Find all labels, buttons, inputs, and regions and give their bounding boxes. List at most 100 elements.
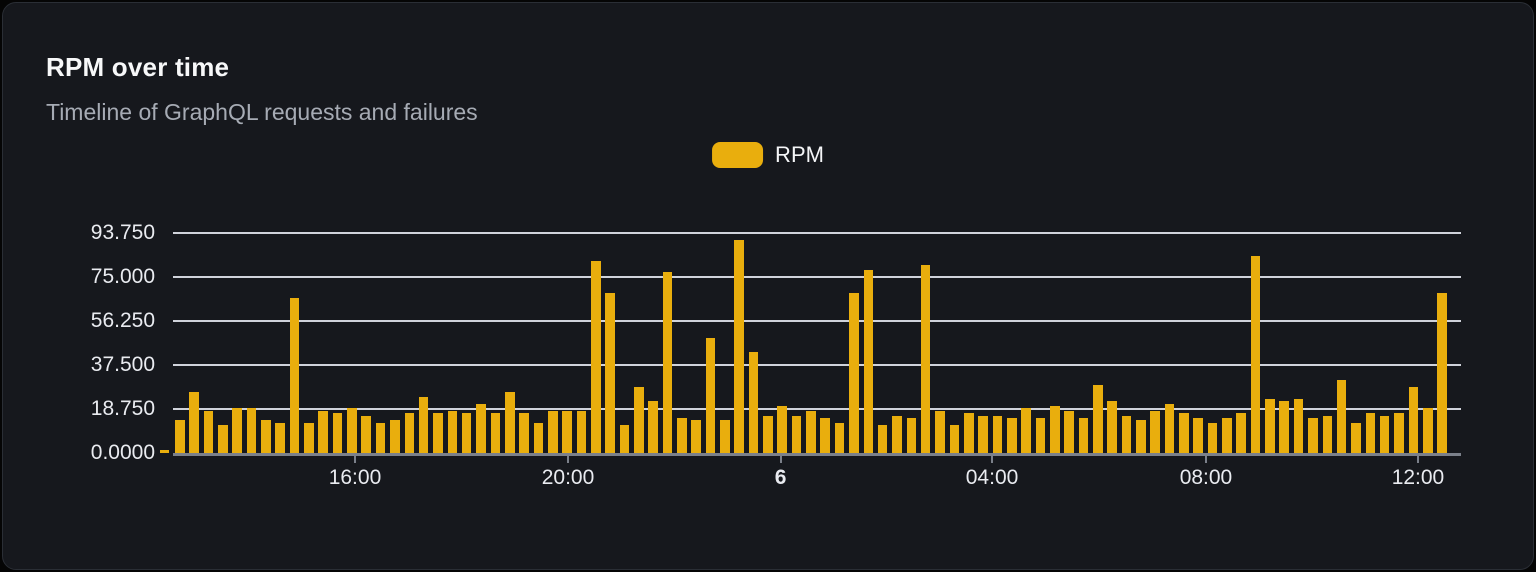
bar <box>1422 408 1433 453</box>
bar <box>1336 380 1347 453</box>
bar <box>547 410 558 453</box>
bar <box>519 413 529 453</box>
bar <box>533 422 544 453</box>
gridline <box>173 320 1461 322</box>
bar <box>834 422 845 453</box>
rpm-bar-chart: 0.0000 18.750 37.500 56.250 75.000 93.750 16:0… <box>3 3 1533 569</box>
bar <box>1150 410 1160 453</box>
bar <box>175 420 185 453</box>
bar <box>963 413 974 453</box>
x-axis-tick-label: 08:00 <box>1179 466 1233 489</box>
chart-title: RPM over time <box>46 52 230 82</box>
bar <box>1408 387 1419 453</box>
bar <box>949 424 960 453</box>
bar <box>590 260 601 453</box>
bar <box>289 298 300 453</box>
bar <box>705 338 716 453</box>
gridline <box>173 276 1461 278</box>
x-axis-tick <box>1204 455 1207 463</box>
bar <box>318 410 329 453</box>
bar-series-rpm <box>175 233 1448 453</box>
bar <box>576 410 587 453</box>
legend-label-rpm[interactable]: RPM <box>775 142 824 167</box>
bar <box>1136 420 1146 453</box>
x-axis-tick <box>1416 455 1419 463</box>
bar <box>978 415 988 453</box>
y-axis-tick-label: 56.250 <box>90 309 155 332</box>
bar <box>390 420 400 453</box>
x-axis-tick-label: 6 <box>774 466 787 489</box>
bar <box>1351 422 1361 453</box>
bar <box>1437 293 1447 453</box>
bar <box>275 422 285 453</box>
bar <box>720 420 730 453</box>
bar <box>662 272 673 453</box>
bar <box>1035 417 1046 453</box>
bar <box>1250 255 1261 453</box>
x-axis-tick <box>779 455 782 463</box>
bar <box>1322 415 1333 453</box>
bar <box>562 410 572 453</box>
y-axis-tick-label: 93.750 <box>90 221 155 244</box>
bar <box>433 413 443 453</box>
legend-swatch-rpm[interactable] <box>712 142 764 168</box>
bar <box>1179 413 1189 453</box>
bar <box>906 417 917 453</box>
bar <box>189 392 199 453</box>
bar <box>418 396 429 453</box>
gridline <box>173 408 1461 410</box>
y-axis-tick-label: 75.000 <box>90 265 155 288</box>
bar <box>1164 403 1175 453</box>
gridline <box>173 364 1461 366</box>
bar <box>1107 401 1117 453</box>
bar <box>1049 406 1060 453</box>
bar <box>1293 399 1304 453</box>
bar <box>619 424 630 453</box>
bar <box>1308 417 1318 453</box>
x-axis-tick-label: 04:00 <box>965 466 1019 489</box>
gridline <box>173 232 1461 234</box>
bar <box>375 422 386 453</box>
bar <box>404 413 415 453</box>
bar <box>1265 399 1275 453</box>
bar <box>1222 417 1232 453</box>
bar <box>1064 410 1074 453</box>
x-axis-line <box>173 453 1461 456</box>
bar <box>877 424 888 453</box>
bar <box>232 408 242 453</box>
bar <box>461 413 472 453</box>
bar <box>476 403 486 453</box>
bar <box>1193 417 1203 453</box>
bar <box>347 408 357 453</box>
bar <box>1279 401 1290 453</box>
bar <box>1021 408 1031 453</box>
bar <box>203 410 214 453</box>
x-axis-tick <box>353 455 356 463</box>
bar <box>605 293 615 453</box>
bar <box>1121 415 1132 453</box>
bar <box>218 424 228 453</box>
x-axis-tick-label: 16:00 <box>328 466 382 489</box>
bar <box>361 415 372 453</box>
bar <box>820 417 831 453</box>
bar <box>648 401 658 453</box>
bar <box>1093 384 1103 453</box>
bar <box>634 387 644 453</box>
bar <box>1394 413 1404 453</box>
bar <box>261 420 271 453</box>
legend: RPM <box>712 142 824 168</box>
x-axis-tick <box>991 455 994 463</box>
bar <box>677 417 687 453</box>
x-axis-tick-label: 20:00 <box>541 466 595 489</box>
bar <box>806 410 816 453</box>
bar <box>1207 422 1218 453</box>
y-axis-tick-label: 18.750 <box>90 397 155 420</box>
bar <box>763 415 773 453</box>
bar <box>748 352 759 453</box>
bar <box>935 410 945 453</box>
x-axis-tick <box>567 455 570 463</box>
bar <box>490 413 501 453</box>
x-axis-tick-label: 12:00 <box>1391 466 1445 489</box>
bar <box>734 239 744 453</box>
